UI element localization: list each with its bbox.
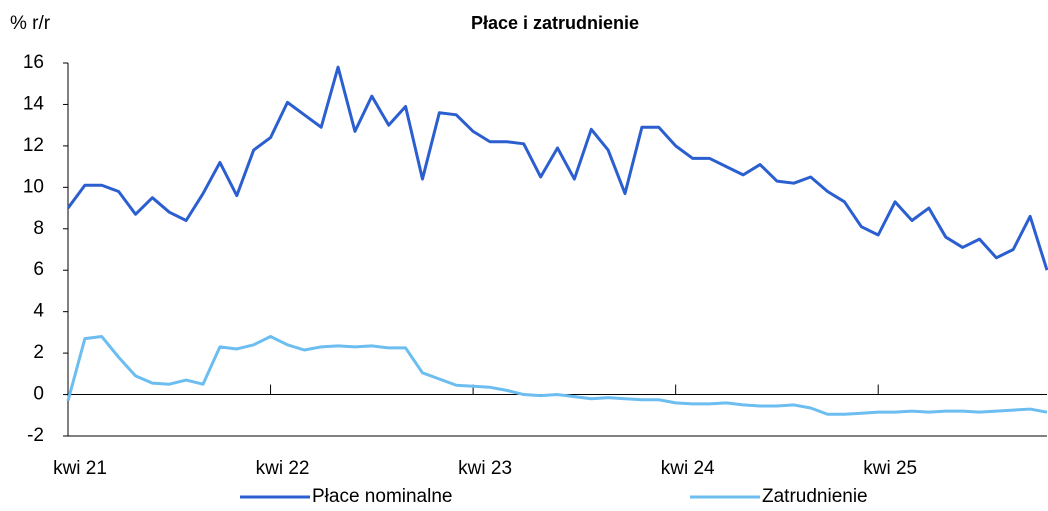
y-axis-label: % r/r bbox=[10, 13, 51, 34]
x-tick-label: kwi 22 bbox=[256, 458, 310, 479]
line-series bbox=[66, 65, 1048, 271]
y-tick-label: 12 bbox=[23, 135, 44, 156]
y-tick-label: 6 bbox=[33, 259, 44, 280]
y-tick-label: 2 bbox=[33, 342, 44, 363]
y-tick-label: 0 bbox=[33, 384, 44, 405]
chart-title: Płace i zatrudnienie bbox=[471, 13, 639, 33]
x-tick-label: kwi 24 bbox=[661, 458, 715, 479]
legend-label: Zatrudnienie bbox=[762, 486, 868, 507]
y-tick-label: 10 bbox=[23, 176, 44, 197]
x-tick-label: kwi 23 bbox=[458, 458, 512, 479]
y-tick-label: -2 bbox=[27, 425, 44, 446]
y-tick-label: 16 bbox=[23, 52, 44, 73]
y-tick-label: 8 bbox=[33, 218, 44, 239]
y-tick-label: 14 bbox=[23, 93, 45, 114]
y-tick-label: 4 bbox=[33, 301, 44, 322]
line-series bbox=[66, 335, 1048, 416]
x-tick-label: kwi 25 bbox=[863, 458, 917, 479]
legend-label: Płace nominalne bbox=[312, 486, 452, 507]
x-tick-label: kwi 21 bbox=[53, 458, 107, 479]
